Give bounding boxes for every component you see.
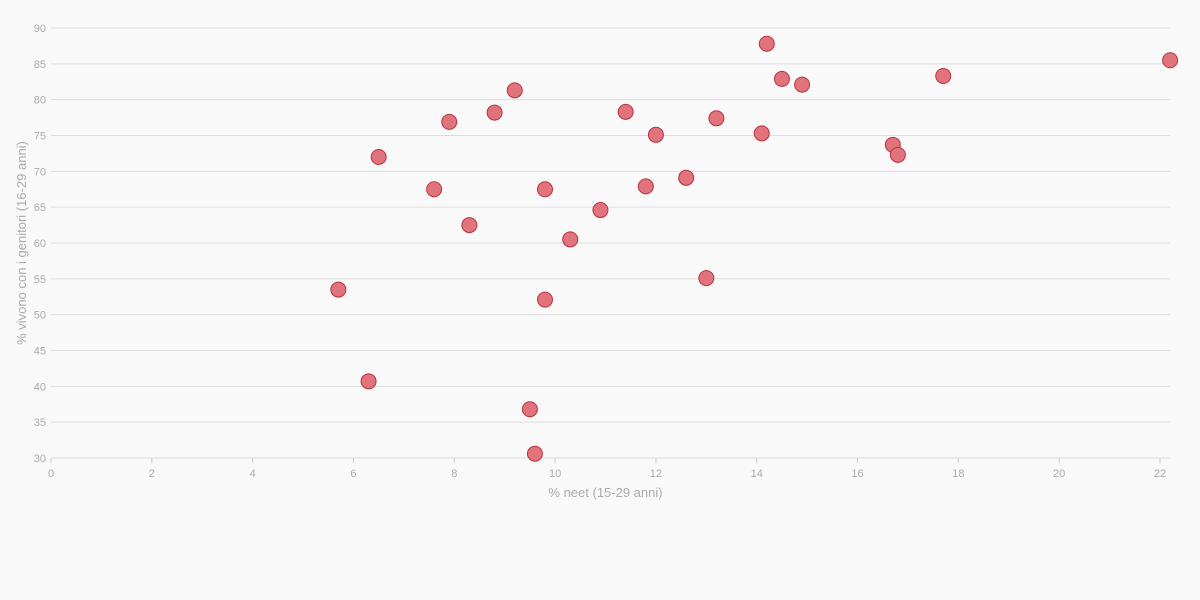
y-tick-label: 55 [34,274,46,286]
x-tick-label: 8 [451,468,457,480]
data-point[interactable] [708,110,725,127]
data-point[interactable] [758,35,775,52]
y-axis-ticks: 30 35 40 45 50 55 60 65 70 75 80 85 90 [34,23,46,465]
data-point[interactable] [360,373,377,390]
data-point[interactable] [370,149,387,165]
x-axis-title: % neet (15-29 anni) [548,485,662,500]
data-point[interactable] [753,125,770,142]
y-tick-label: 85 [34,59,46,71]
data-point[interactable] [426,181,443,198]
data-point[interactable] [521,401,538,418]
data-point[interactable] [592,202,609,219]
data-point[interactable] [678,169,695,186]
x-tick-label: 4 [250,468,256,480]
data-point[interactable] [637,178,654,195]
y-tick-label: 70 [34,166,46,178]
y-axis-title: % vivono con i genitori (16-29 anni) [14,141,29,345]
data-points [330,35,1179,462]
y-tick-label: 60 [34,238,46,250]
data-point[interactable] [889,146,906,163]
x-axis-ticks: 0 2 4 6 8 10 12 14 16 18 20 22 [48,458,1166,480]
y-tick-label: 40 [34,381,46,393]
x-tick-label: 2 [149,468,155,480]
data-point[interactable] [698,270,715,287]
data-point[interactable] [441,113,458,130]
x-tick-label: 12 [650,468,662,480]
data-point[interactable] [617,103,634,120]
data-point[interactable] [562,231,579,248]
data-point[interactable] [794,76,811,93]
data-point[interactable] [330,281,347,298]
grid-lines [51,27,1170,459]
x-tick-label: 14 [751,468,763,480]
y-tick-label: 45 [34,346,46,358]
data-point[interactable] [486,104,503,121]
x-tick-label: 18 [952,468,964,480]
y-tick-label: 35 [34,417,46,429]
y-tick-label: 50 [34,310,46,322]
data-point[interactable] [1162,52,1179,69]
x-tick-label: 6 [350,468,356,480]
y-tick-label: 90 [34,23,46,35]
data-point[interactable] [537,291,554,308]
x-tick-label: 20 [1053,468,1065,480]
data-point[interactable] [506,82,523,99]
x-tick-label: 10 [549,468,561,480]
x-tick-label: 0 [48,468,54,480]
y-tick-label: 75 [34,131,46,143]
data-point[interactable] [935,68,952,85]
data-point[interactable] [537,181,554,198]
x-tick-label: 22 [1154,468,1166,480]
y-tick-label: 30 [34,453,46,465]
data-point[interactable] [526,445,543,462]
data-point[interactable] [773,70,790,87]
y-tick-label: 65 [34,202,46,214]
x-tick-label: 16 [851,468,863,480]
y-tick-label: 80 [34,95,46,107]
data-point[interactable] [647,126,664,143]
data-point[interactable] [461,217,478,234]
